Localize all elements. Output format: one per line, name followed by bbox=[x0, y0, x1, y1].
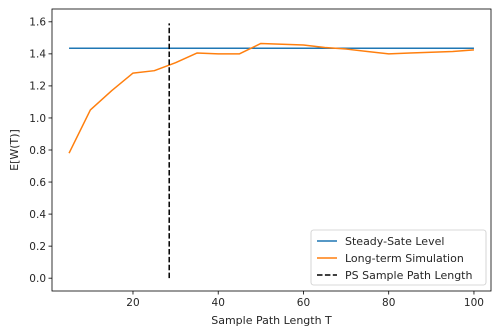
legend-label-1: Long-term Simulation bbox=[345, 252, 464, 265]
legend-label-2: PS Sample Path Length bbox=[345, 269, 472, 282]
legend-box bbox=[310, 229, 487, 286]
series-layer bbox=[68, 23, 475, 279]
y-tick-label: 0.4 bbox=[29, 209, 46, 221]
y-axis-ticks: 0.0 0.2 0.4 0.6 0.8 1.0 1.2 1.4 1.6 bbox=[29, 17, 52, 285]
y-tick-label: 0.6 bbox=[29, 177, 46, 189]
chart-legend: Steady-Sate Level Long-term Simulation PS … bbox=[310, 229, 487, 286]
legend-label-0: Steady-Sate Level bbox=[345, 235, 444, 248]
y-tick-label: 0.2 bbox=[29, 241, 46, 253]
x-tick-label: 60 bbox=[297, 297, 310, 309]
y-tick-label: 1.0 bbox=[29, 113, 46, 125]
plot-area-group: 20 40 60 80 100 0.0 0.2 0.4 0.6 0.8 1.0 1.2 1.4 1.6 bbox=[29, 8, 492, 309]
y-tick-label: 1.2 bbox=[29, 81, 46, 93]
y-tick-label: 1.4 bbox=[29, 49, 46, 61]
x-axis-label: Sample Path Length T bbox=[211, 314, 332, 327]
y-axis-label: E[W(T)] bbox=[8, 129, 21, 171]
x-tick-label: 100 bbox=[464, 297, 484, 309]
x-tick-label: 80 bbox=[382, 297, 395, 309]
x-axis-ticks: 20 40 60 80 100 bbox=[126, 291, 484, 309]
series-line-1 bbox=[68, 42, 475, 154]
x-tick-label: 20 bbox=[126, 297, 139, 309]
y-tick-label: 1.6 bbox=[29, 17, 46, 29]
x-tick-label: 40 bbox=[212, 297, 225, 309]
y-tick-label: 0.0 bbox=[29, 273, 46, 285]
y-tick-label: 0.8 bbox=[29, 145, 46, 157]
